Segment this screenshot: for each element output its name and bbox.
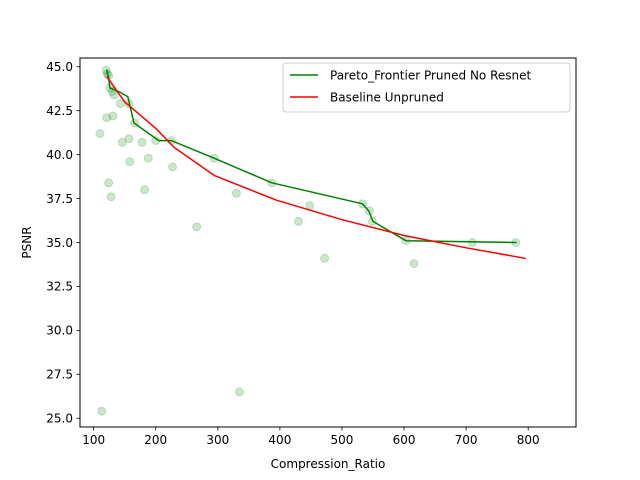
- scatter-point-26: [305, 201, 315, 211]
- y-tick-label-8: 45.0: [46, 60, 73, 74]
- scatter-point-38: [97, 406, 107, 416]
- scatter-point-8: [95, 129, 105, 139]
- x-tick-label-2: 300: [206, 433, 229, 447]
- scatter-point-36: [409, 259, 419, 269]
- series-line-1: [106, 76, 526, 260]
- legend-box: [282, 62, 571, 113]
- x-tick-label-6: 700: [455, 433, 478, 447]
- x-tick-label-1: 200: [144, 433, 167, 447]
- x-tick-label-4: 500: [331, 433, 354, 447]
- scatter-point-12: [117, 137, 127, 147]
- scatter-point-6: [108, 111, 118, 121]
- y-tick-label-2: 30.0: [46, 324, 73, 338]
- y-tick-label-3: 32.5: [46, 280, 73, 294]
- scatter-point-21: [104, 178, 114, 188]
- x-tick-label-0: 100: [82, 433, 105, 447]
- scatter-point-19: [168, 162, 177, 172]
- x-tick-label-3: 400: [268, 433, 291, 447]
- scatter-point-37: [235, 387, 244, 397]
- scatter-point-23: [106, 192, 116, 202]
- scatter-point-9: [115, 99, 125, 109]
- scatter-point-17: [143, 153, 153, 163]
- scatter-point-14: [137, 137, 147, 147]
- scatter-point-31: [192, 222, 202, 232]
- series-lines: [105, 69, 526, 260]
- legend-label-pareto: Pareto_Frontier Pruned No Resnet: [330, 69, 532, 83]
- x-tick-label-5: 600: [393, 433, 416, 447]
- y-tick-label-1: 27.5: [46, 368, 73, 382]
- legend: Pareto_Frontier Pruned No Resnet Baselin…: [282, 62, 571, 113]
- x-axis-label: Compression_Ratio: [271, 457, 386, 471]
- y-tick-label-7: 42.5: [46, 104, 73, 118]
- series-line-0: [105, 69, 517, 244]
- y-axis-label: PSNR: [20, 226, 34, 258]
- scatter-point-5: [109, 90, 119, 100]
- scatter-point-30: [294, 216, 303, 226]
- y-tick-label-0: 25.0: [46, 412, 73, 426]
- y-tick-label-6: 40.0: [46, 148, 73, 162]
- y-tick-label-4: 35.0: [46, 236, 73, 250]
- x-axis-ticks: 100 200 300 400 500 600 700 800: [82, 427, 540, 447]
- y-axis-ticks: 25.0 27.5 30.0 32.5 35.0 37.5 40.0 42.5 45.0: [46, 60, 80, 426]
- x-tick-label-7: 800: [517, 433, 540, 447]
- scatter-point-22: [140, 185, 150, 195]
- scatter-point-7: [102, 113, 112, 123]
- scatter-point-35: [320, 253, 330, 263]
- scatter-point-24: [231, 188, 241, 198]
- y-tick-label-5: 37.5: [46, 192, 73, 206]
- scatter-point-13: [124, 134, 134, 144]
- legend-label-baseline: Baseline Unpruned: [330, 91, 444, 105]
- scatter-points: [95, 65, 521, 416]
- scatter-point-18: [125, 157, 135, 167]
